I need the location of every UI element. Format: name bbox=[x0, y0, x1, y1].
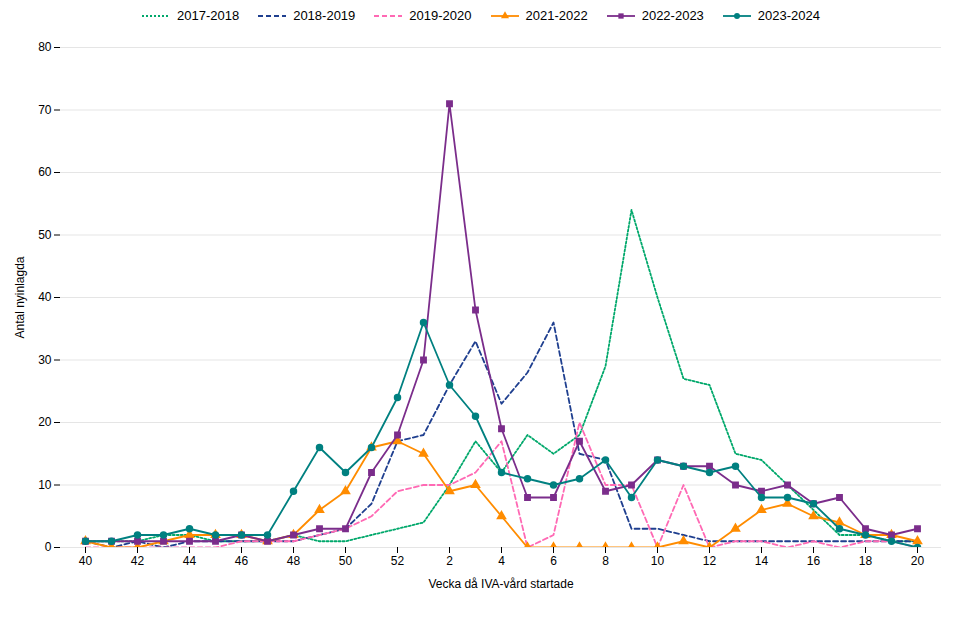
svg-text:52: 52 bbox=[391, 554, 405, 568]
svg-text:46: 46 bbox=[235, 554, 249, 568]
svg-text:Antal nyinlagda: Antal nyinlagda bbox=[13, 256, 27, 338]
html-text:2021-2022: 2021-2022 bbox=[525, 8, 588, 23]
svg-text:42: 42 bbox=[131, 554, 145, 568]
svg-text:40: 40 bbox=[79, 554, 93, 568]
svg-text:0: 0 bbox=[45, 540, 52, 554]
svg-text:20: 20 bbox=[38, 415, 52, 429]
svg-text:60: 60 bbox=[38, 165, 52, 179]
svg-text:50: 50 bbox=[339, 554, 353, 568]
svg-text:50: 50 bbox=[38, 228, 52, 242]
html-text:2018-2019: 2018-2019 bbox=[293, 8, 356, 23]
svg-text:16: 16 bbox=[807, 554, 821, 568]
svg-text:4: 4 bbox=[498, 554, 505, 568]
html-text:2022-2023: 2022-2023 bbox=[641, 8, 704, 23]
svg-text:48: 48 bbox=[287, 554, 301, 568]
svg-text:10: 10 bbox=[38, 478, 52, 492]
svg-text:12: 12 bbox=[703, 554, 717, 568]
svg-text:80: 80 bbox=[38, 40, 52, 54]
svg-text:Vecka då IVA-vård startade: Vecka då IVA-vård startade bbox=[428, 577, 574, 591]
html-text:2017-2018: 2017-2018 bbox=[177, 8, 240, 23]
svg-text:20: 20 bbox=[911, 554, 925, 568]
svg-text:30: 30 bbox=[38, 353, 52, 367]
svg-text:2: 2 bbox=[446, 554, 453, 568]
html-text:2019-2020: 2019-2020 bbox=[409, 8, 472, 23]
svg-text:40: 40 bbox=[38, 290, 52, 304]
svg-text:6: 6 bbox=[550, 554, 557, 568]
svg-text:10: 10 bbox=[651, 554, 665, 568]
html-text:2023-2024: 2023-2024 bbox=[757, 8, 820, 23]
svg-text:70: 70 bbox=[38, 103, 52, 117]
svg-text:8: 8 bbox=[602, 554, 609, 568]
svg-text:14: 14 bbox=[755, 554, 769, 568]
svg-text:18: 18 bbox=[859, 554, 873, 568]
svg-text:44: 44 bbox=[183, 554, 197, 568]
